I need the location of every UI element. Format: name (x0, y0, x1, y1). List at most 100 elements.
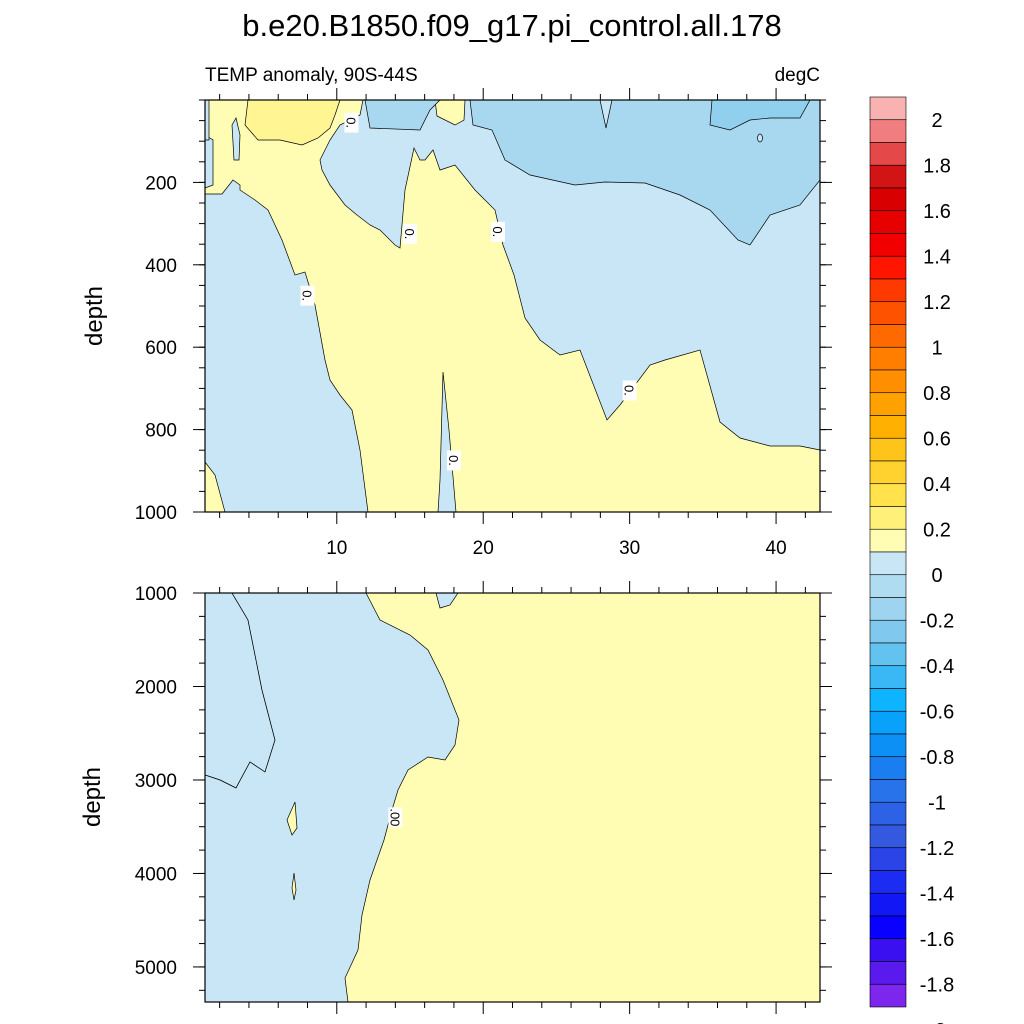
colorbar-label: 2 (931, 110, 942, 132)
bottom-y-tick-label: 3000 (135, 771, 177, 792)
chart-units: degC (775, 65, 820, 86)
colorbar-label: 0 (931, 565, 942, 587)
colorbar-swatch (869, 96, 907, 121)
bottom-contour-label-bg (388, 807, 403, 828)
bottom-y-tick-label: 5000 (135, 958, 177, 979)
colorbar-swatch (869, 619, 907, 644)
bottom-positive-lens-1 (286, 801, 298, 836)
colorbar-swatch (869, 983, 907, 1008)
top-x-tick-label: 10 (326, 538, 347, 559)
top-contour-label: 0. (622, 380, 637, 401)
colorbar-swatch (869, 278, 907, 303)
colorbar-swatch (869, 733, 907, 758)
colorbar-label: 0.4 (923, 474, 951, 496)
colorbar-swatch (869, 938, 907, 962)
top-contour-labels: 0. 0. 0. 0. 0. 0. (300, 112, 637, 471)
colorbar-label: -1 (928, 792, 946, 814)
colorbar-swatch (869, 551, 907, 576)
top-contour-label-bg (300, 285, 315, 306)
top-blue-notch (599, 100, 613, 129)
colorbar-label: 1.6 (923, 201, 951, 223)
colorbar-swatch (869, 824, 907, 849)
colorbar-swatch (869, 915, 907, 940)
colorbar-swatch (869, 460, 907, 485)
colorbar-label: 0.2 (923, 519, 951, 541)
top-y-tick-label: 600 (145, 338, 177, 359)
colorbar-swatch (869, 392, 907, 416)
colorbar-swatch (869, 187, 907, 212)
colorbar-swatch (869, 119, 907, 143)
colorbar-label: -2 (928, 1020, 946, 1024)
bottom-positive-lens-2 (291, 872, 297, 901)
top-y-tick-label: 1000 (135, 503, 177, 524)
top-negative-region-3 (469, 100, 820, 246)
colorbar-swatch (869, 597, 907, 621)
colorbar-label: 1.2 (923, 292, 951, 314)
top-negative-pocket-2 (205, 100, 210, 141)
bottom-panel: 1000 2000 3000 4000 5000 .00 depth (79, 581, 832, 1014)
top-contour-label-bg (446, 450, 461, 471)
colorbar-swatch (869, 506, 907, 530)
colorbar-swatch (869, 892, 907, 917)
chart-subtitle: TEMP anomaly, 90S-44S (205, 65, 418, 86)
colorbar-swatch (869, 528, 907, 553)
colorbar-label: 0.8 (923, 383, 951, 405)
colorbar-swatch (869, 642, 907, 667)
colorbar-swatch (869, 961, 907, 985)
top-contour-label-text: 0. (446, 455, 461, 466)
top-ticks: 200 400 600 800 1000 10 20 30 40 (135, 88, 832, 559)
top-x-tick-label: 30 (619, 538, 640, 559)
colorbar-label: -1.2 (920, 838, 954, 860)
top-contour-label-bg (622, 380, 637, 401)
colorbar-label: -0.4 (920, 656, 954, 678)
top-contour-label: 0. (402, 223, 417, 244)
chart-title: b.e20.B1850.f09_g17.pi_control.all.178 (242, 8, 782, 43)
top-x-tick-label: 20 (473, 538, 494, 559)
top-contour-label-bg (490, 221, 505, 242)
top-contour-label: 0. (446, 450, 461, 471)
top-contour-label-text: 0. (343, 117, 358, 128)
top-contour-label: 0. (343, 112, 359, 133)
top-negative-region-2 (364, 100, 441, 131)
colorbar-swatch (869, 255, 907, 280)
colorbar-swatch (869, 779, 907, 803)
top-contour-label-bg (403, 223, 417, 244)
top-contour-label-bg (344, 112, 359, 133)
top-positive-corner (205, 461, 226, 512)
colorbar-swatch (869, 415, 907, 439)
colorbar-label: 0.6 (923, 428, 951, 450)
colorbar-swatch (869, 210, 907, 234)
colorbar-label: -1.6 (920, 929, 954, 951)
top-y-axis-label: depth (81, 286, 108, 346)
colorbar-swatch (869, 437, 907, 462)
colorbar-swatch (869, 301, 907, 325)
colorbar-swatch (869, 688, 907, 712)
bottom-contour-labels: .00 (387, 807, 403, 828)
top-small-eddy (757, 133, 763, 143)
top-y-tick-label: 800 (145, 421, 177, 442)
colorbar-swatch (869, 665, 907, 689)
bottom-ticks: 1000 2000 3000 4000 5000 (135, 581, 832, 1014)
top-contour-label: 0. (490, 221, 505, 242)
bottom-negative-pocket (435, 593, 459, 609)
colorbar-label: -0.6 (920, 701, 954, 723)
bottom-y-tick-label: 1000 (135, 584, 177, 605)
top-contour-label-text: 0. (300, 290, 315, 301)
top-positive-core (244, 100, 341, 146)
top-contour-label-text: 0. (490, 226, 505, 237)
colorbar-swatch (869, 346, 907, 371)
top-positive-region (205, 100, 820, 512)
top-panel: 200 400 600 800 1000 10 20 30 40 0. 0. 0. 0. 0. 0. de… (81, 88, 832, 559)
colorbar-label: 1.4 (923, 246, 951, 268)
colorbar-swatch (869, 870, 907, 894)
colorbar-label: -0.8 (920, 747, 954, 769)
top-x-tick-label: 40 (766, 538, 787, 559)
colorbar-swatch (869, 483, 907, 507)
top-contour-label-text: 0. (402, 228, 417, 239)
colorbar-swatch (869, 164, 907, 189)
colorbar-label: 1 (931, 337, 942, 359)
bottom-y-tick-label: 2000 (135, 677, 177, 698)
colorbar-swatch (869, 756, 907, 780)
colorbar-swatch (869, 142, 907, 166)
